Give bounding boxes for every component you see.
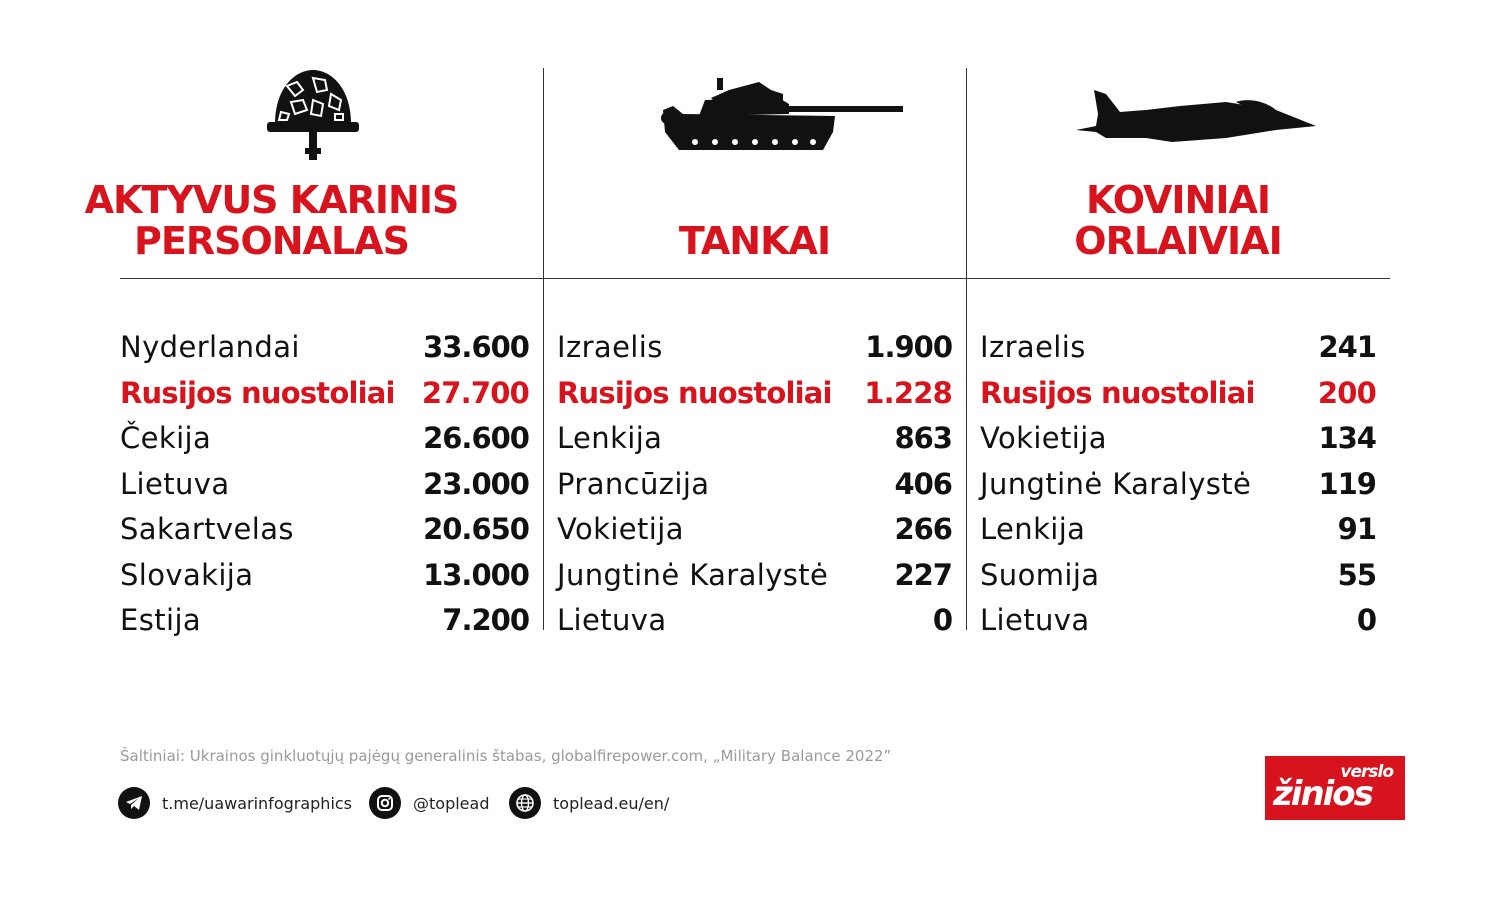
row-country-name: Izraelis [980,330,1086,364]
column-divider-1 [543,68,544,630]
row-value: 23.000 [423,466,530,501]
table-row: Čekija 26.600 [120,416,530,462]
row-value: 200 [1317,375,1377,410]
row-value: 91 [1337,512,1377,546]
row-country-name: Prancūzija [557,466,710,501]
personnel-list: Nyderlandai 33.600 Rusijos nuostoliai 27.70… [120,325,530,644]
table-row: Nyderlandai 33.600 [120,325,530,371]
table-row: Prancūzija 406 [557,462,953,508]
helmet-icon [267,70,359,160]
row-value: 0 [1356,603,1377,637]
row-country-name: Rusijos nuostoliai [120,375,395,410]
column-divider-2 [966,68,967,630]
row-value: 7.200 [442,603,530,637]
row-country-name: Nyderlandai [120,330,300,364]
row-value: 13.000 [423,557,530,592]
title-aircraft: KOVINIAI ORLAIVIAI [1074,178,1282,263]
table-row: Vokietija 266 [557,507,953,553]
instagram-link[interactable]: @toplead [369,786,489,820]
sources-text: Šaltiniai: Ukrainos ginkluotųjų pajėgų g… [120,747,892,765]
row-country-name: Čekija [120,421,212,455]
row-value: 266 [894,512,953,546]
telegram-link[interactable]: t.me/uawarinfographics [118,786,352,820]
table-row: Rusijos nuostoliai 1.228 [557,371,953,417]
tanks-list: Izraelis 1.900 Rusijos nuostoliai 1.228 Lenk… [557,325,953,644]
row-value: 20.650 [423,512,530,546]
row-country-name: Rusijos nuostoliai [557,375,832,410]
header-divider [120,278,1390,279]
table-row: Vokietija 134 [980,416,1377,462]
row-value: 33.600 [423,330,530,364]
row-value: 1.900 [865,330,953,364]
row-country-name: Lietuva [557,603,667,637]
fighter-jet-icon [1076,90,1316,142]
row-value: 863 [894,421,953,455]
table-row: Lietuva 0 [557,598,953,644]
table-row: Rusijos nuostoliai 200 [980,371,1377,417]
row-country-name: Lenkija [980,512,1086,546]
row-value: 406 [894,466,953,501]
table-row: Lenkija 863 [557,416,953,462]
row-country-name: Lietuva [980,603,1090,637]
website-link[interactable]: toplead.eu/en/ [509,786,669,820]
aircraft-list: Izraelis 241 Rusijos nuostoliai 200 Vokietij… [980,325,1377,644]
table-row: Estija 7.200 [120,598,530,644]
row-value: 27.700 [421,375,530,410]
table-row: Izraelis 1.900 [557,325,953,371]
row-country-name: Izraelis [557,330,663,364]
row-value: 55 [1337,557,1377,592]
row-country-name: Rusijos nuostoliai [980,375,1255,410]
title-personnel: AKTYVUS KARINIS PERSONALAS [84,178,460,263]
row-country-name: Vokietija [557,512,684,546]
row-country-name: Lenkija [557,421,663,455]
row-value: 1.228 [864,375,953,410]
row-country-name: Sakartvelas [120,512,294,546]
row-value: 241 [1318,330,1377,364]
row-value: 119 [1318,466,1377,501]
tank-icon [661,78,903,150]
verslo-zinios-logo: verslo žinios [1265,756,1405,820]
row-country-name: Estija [120,603,202,637]
table-row: Slovakija 13.000 [120,553,530,599]
table-row: Lietuva 23.000 [120,462,530,508]
telegram-icon [118,787,150,819]
row-value: 134 [1318,421,1377,455]
instagram-icon [369,787,401,819]
row-country-name: Jungtinė Karalystė [980,466,1252,501]
row-value: 26.600 [423,421,530,455]
table-row: Izraelis 241 [980,325,1377,371]
table-row: Rusijos nuostoliai 27.700 [120,371,530,417]
row-value: 227 [894,557,953,592]
row-country-name: Suomija [980,557,1100,592]
row-country-name: Vokietija [980,421,1107,455]
table-row: Jungtinė Karalystė 227 [557,553,953,599]
table-row: Lietuva 0 [980,598,1377,644]
table-row: Sakartvelas 20.650 [120,507,530,553]
table-row: Lenkija 91 [980,507,1377,553]
row-country-name: Lietuva [120,466,230,501]
table-row: Suomija 55 [980,553,1377,599]
row-country-name: Slovakija [120,557,254,592]
row-value: 0 [932,603,953,637]
table-row: Jungtinė Karalystė 119 [980,462,1377,508]
globe-icon [509,787,541,819]
title-tanks: TANKAI [678,219,831,263]
row-country-name: Jungtinė Karalystė [557,557,829,592]
